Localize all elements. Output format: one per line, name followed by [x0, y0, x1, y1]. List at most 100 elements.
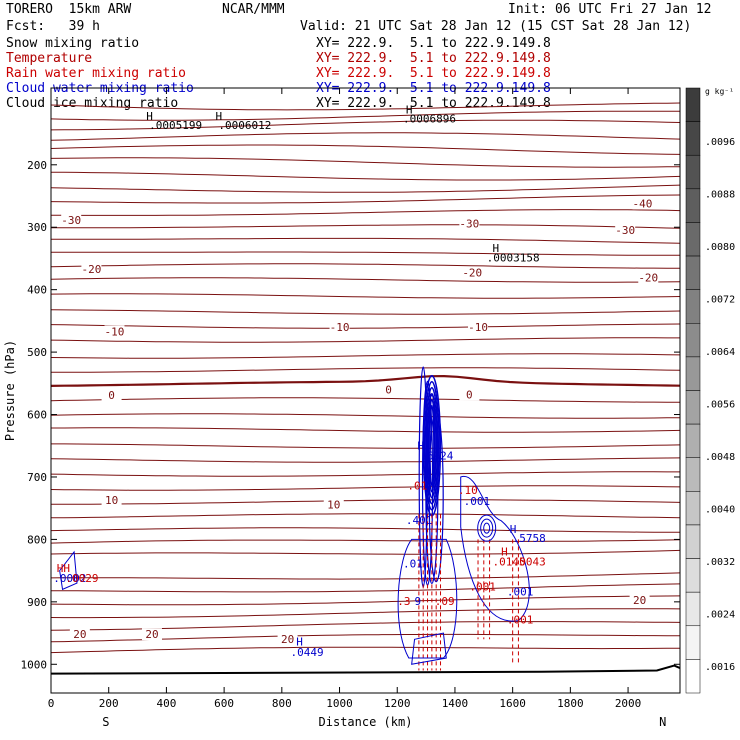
cloud-water-contour — [411, 632, 447, 665]
isotherm-line — [51, 427, 681, 433]
temperature-label: 0 — [466, 388, 473, 401]
isotherm-line — [50, 277, 681, 283]
x-tick-label: 400 — [156, 697, 176, 710]
x-tick-label: 1200 — [384, 697, 411, 710]
isotherm-line — [50, 110, 680, 121]
colorbar-swatch — [685, 356, 701, 391]
isotherm-line — [50, 323, 681, 329]
colorbar-tick-label: .0064 — [705, 347, 735, 358]
colorbar-tick-label: .0096 — [705, 137, 735, 148]
isotherm-line — [50, 144, 681, 155]
model-title: TORERO 15km ARW — [6, 2, 132, 17]
colorbar-swatch — [685, 659, 701, 694]
temperature-label: -30 — [615, 224, 635, 237]
cloud-water-contour — [483, 522, 491, 534]
y-tick-label: 900 — [27, 596, 47, 609]
extremum-label: HH — [57, 562, 70, 575]
extremum-label: .5758 — [513, 532, 546, 545]
colorbar-swatch — [685, 323, 701, 358]
colorbar-swatch — [685, 591, 701, 627]
x-tick-label: 1000 — [326, 697, 353, 710]
temp-label-bg — [632, 197, 653, 210]
legend-rain-xy: XY= 222.9. 5.1 to 222.9.149.8 — [316, 66, 551, 81]
extremum-label: .0006012 — [218, 119, 271, 132]
temp-label-bg — [459, 217, 480, 230]
temperature-contours — [50, 102, 681, 654]
colorbar-tick-label: .0088 — [705, 190, 735, 201]
extremum-label: .0005199 — [149, 119, 202, 132]
extremum-label: H — [501, 546, 508, 559]
extremum-label: H — [492, 242, 499, 255]
extremum-label: .09 — [435, 595, 455, 608]
temp-label-bg — [329, 321, 350, 334]
temperature-label: 10 — [327, 498, 340, 511]
isotherm-line — [51, 209, 681, 216]
temperature-label: 20 — [281, 633, 294, 646]
colorbar-tick-label: .0016 — [705, 662, 735, 673]
cloud-water-contour — [480, 518, 494, 538]
colorbar-swatch — [685, 524, 701, 559]
isotherm-line — [50, 572, 681, 580]
temp-label-bg — [378, 383, 399, 396]
plot-axes: 0 200 400 600 800 1000 1200 1400 1600 1800 2000200… — [3, 87, 681, 729]
isotherm-line — [51, 499, 681, 505]
extremum-label: .001 — [507, 614, 534, 627]
temp-label-bg — [638, 271, 659, 284]
colorbar-swatch — [685, 255, 701, 290]
temperature-label: 20 — [73, 628, 86, 641]
cloud-water-contour — [427, 399, 436, 493]
x-tick-label: 0 — [48, 697, 55, 710]
cloud-water-contour — [425, 387, 439, 505]
isotherm-line — [50, 171, 681, 181]
temperature-label: -30 — [61, 214, 81, 227]
colorbar-swatch — [685, 188, 701, 223]
y-tick-label: 1000 — [21, 658, 48, 671]
y-tick-label: 400 — [27, 284, 47, 297]
isotherm-line — [51, 367, 681, 373]
y-axis-label: Pressure (hPa) — [3, 340, 17, 441]
temp-label-bg — [101, 493, 122, 506]
legend-temp-name: Temperature — [6, 51, 93, 66]
colorbar-swatch — [685, 222, 701, 257]
temp-label-bg — [615, 224, 636, 237]
y-tick-label: 800 — [27, 533, 47, 546]
extremum-label: .0029 — [65, 572, 98, 585]
temp-label-bg — [104, 325, 125, 338]
extremum-label: H — [406, 104, 413, 117]
temp-label-bg — [101, 389, 122, 402]
x-tick-label: 1600 — [499, 697, 526, 710]
colorbar-tick-label: .0048 — [705, 452, 735, 463]
temperature-label: -20 — [81, 263, 101, 276]
isotherm-line — [50, 157, 681, 168]
temperature-label: 0 — [108, 389, 115, 402]
forecast-hour: Fcst: 39 h — [6, 19, 100, 34]
isotherm-line — [50, 184, 681, 193]
temperature-label: -20 — [462, 267, 482, 280]
extremum-label: .6924 — [420, 449, 453, 462]
x-axis-label: Distance (km) — [319, 715, 413, 729]
cloud-water-contour — [426, 393, 438, 499]
x-tick-label: 600 — [214, 697, 234, 710]
north-label: N — [659, 715, 666, 729]
isotherm-line — [50, 413, 681, 419]
x-tick-label: 800 — [272, 697, 292, 710]
cloud-water-contour — [59, 550, 78, 591]
extremum-label: 9 — [415, 595, 422, 608]
colorbar-tick-label: .0040 — [705, 505, 735, 516]
extremum-label: .0006896 — [403, 112, 456, 125]
temp-label-bg — [69, 628, 90, 641]
isotherm-line — [50, 485, 681, 491]
cloud-contours — [59, 366, 530, 671]
temperature-label: -20 — [638, 272, 658, 285]
isotherm-line — [50, 293, 681, 299]
colorbar-swatch — [685, 390, 701, 425]
temp-label-bg — [468, 321, 489, 334]
extremum-label: H — [510, 523, 517, 536]
y-tick-label: 700 — [27, 471, 47, 484]
isotherm-line — [50, 527, 680, 533]
colorbar-swatch — [685, 558, 701, 593]
extremum-label: .401 — [406, 514, 433, 527]
extremum-label: H — [146, 110, 153, 123]
extremum-label: H — [215, 110, 222, 123]
temperature-label: 20 — [145, 628, 158, 641]
